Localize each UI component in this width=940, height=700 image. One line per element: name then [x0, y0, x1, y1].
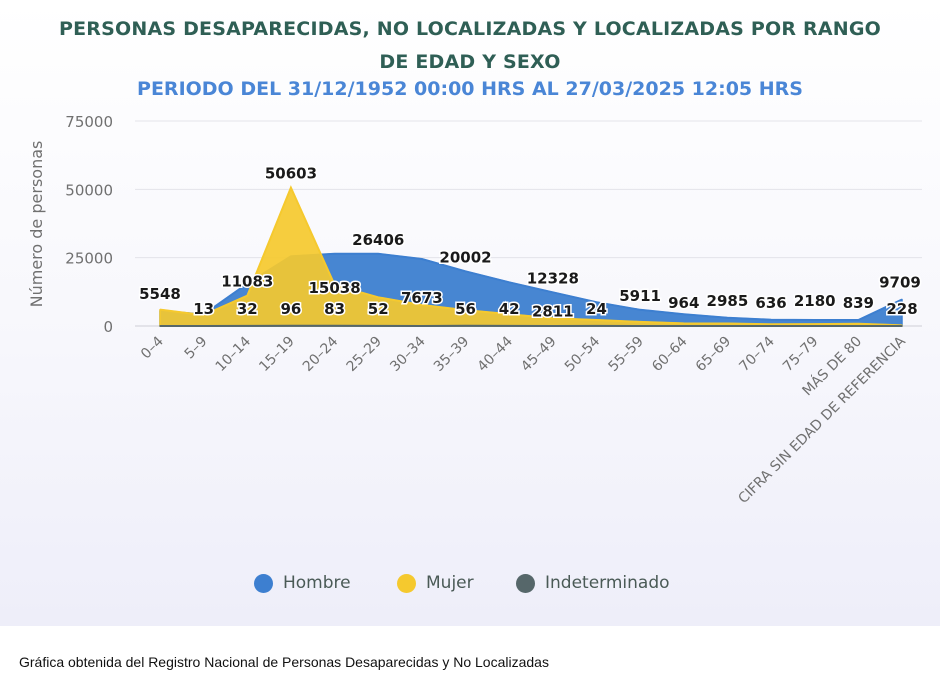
x-tick-label-10: 50–54 — [562, 333, 604, 375]
x-tick-label-12: 60–64 — [649, 333, 691, 375]
x-tick-label-8: 40–44 — [475, 333, 517, 375]
x-tick-label-14: 70–74 — [736, 333, 778, 375]
legend-swatch-indeterminado — [516, 573, 535, 593]
y-tick-label-3: 75000 — [65, 113, 113, 131]
chart-title-line-1: PERSONAS DESAPARECIDAS, NO LOCALIZADAS Y… — [59, 18, 881, 40]
x-tick-label-9: 45–49 — [518, 334, 559, 375]
data-label-mujer-17: 228 — [886, 300, 917, 318]
data-label-indeterminado-3: 96 — [281, 300, 302, 318]
data-label-indeterminado-2: 32 — [237, 300, 258, 318]
data-label-hombre-9: 12328 — [527, 269, 579, 287]
chart-subtitle: PERIODO DEL 31/12/1952 00:00 HRS AL 27/0… — [137, 78, 803, 100]
data-label-mujer-2: 11083 — [221, 273, 273, 291]
y-axis-label: Número de personas — [27, 141, 46, 308]
data-label-hombre-5: 26406 — [352, 231, 404, 249]
legend-label-hombre: Hombre — [283, 573, 351, 593]
data-label-mujer-9: 2811 — [532, 302, 574, 320]
data-label-indeterminado-7: 56 — [455, 300, 476, 318]
legend-swatch-mujer — [397, 573, 416, 593]
data-label-mujer-12: 964 — [668, 294, 699, 312]
x-tick-label-0: 0–4 — [138, 333, 167, 362]
data-label-indeterminado-1: 13 — [193, 300, 214, 318]
legend-item-hombre[interactable]: Hombre — [254, 571, 351, 595]
x-tick-label-2: 10–14 — [213, 333, 255, 375]
legend-swatch-hombre — [254, 573, 273, 593]
y-tick-label-2: 50000 — [65, 181, 113, 199]
chart-legend: Hombre Mujer Indeterminado — [0, 571, 940, 595]
data-label-hombre-11: 5911 — [619, 287, 661, 305]
x-tick-label-11: 55–59 — [605, 334, 646, 375]
data-label-mujer-3: 50603 — [265, 165, 317, 183]
legend-label-indeterminado: Indeterminado — [545, 573, 670, 593]
x-tick-label-6: 30–34 — [387, 333, 429, 375]
chart-title-line-2: DE EDAD Y SEXO — [379, 51, 561, 73]
data-label-hombre-15: 2180 — [794, 292, 836, 310]
y-tick-label-0: 0 — [103, 318, 113, 336]
data-label-mujer-16: 839 — [843, 294, 874, 312]
data-label-hombre-0: 5548 — [139, 285, 181, 303]
x-tick-label-15: 75–79 — [780, 334, 821, 375]
data-label-indeterminado-10: 24 — [586, 300, 607, 318]
data-label-mujer-14: 636 — [755, 294, 786, 312]
x-tick-label-1: 5–9 — [182, 334, 211, 363]
legend-item-indeterminado[interactable]: Indeterminado — [516, 571, 670, 595]
y-tick-label-1: 25000 — [65, 250, 113, 268]
x-tick-label-3: 15–19 — [256, 334, 297, 375]
x-tick-label-7: 35–39 — [431, 334, 472, 375]
source-footer: Gráfica obtenida del Registro Nacional d… — [19, 654, 549, 670]
area-chart: 0 25000 50000 75000 Número de personas 0–4 5–9… — [27, 113, 922, 507]
legend-item-mujer[interactable]: Mujer — [397, 571, 474, 595]
legend-label-mujer: Mujer — [426, 573, 474, 593]
series-line-mujer — [159, 185, 903, 327]
x-tick-label-4: 20–24 — [300, 333, 342, 375]
data-label-mujer-4: 15038 — [308, 279, 360, 297]
data-label-indeterminado-5: 52 — [368, 300, 389, 318]
data-label-hombre-13: 2985 — [707, 292, 749, 310]
data-label-indeterminado-8: 42 — [499, 300, 520, 318]
data-label-indeterminado-4: 83 — [324, 300, 345, 318]
data-label-hombre-7: 20002 — [439, 248, 491, 266]
x-tick-label-13: 65–69 — [693, 334, 734, 375]
data-label-mujer-6: 7673 — [401, 289, 443, 307]
x-tick-label-5: 25–29 — [344, 334, 385, 375]
data-label-hombre-17: 9709 — [879, 273, 921, 291]
